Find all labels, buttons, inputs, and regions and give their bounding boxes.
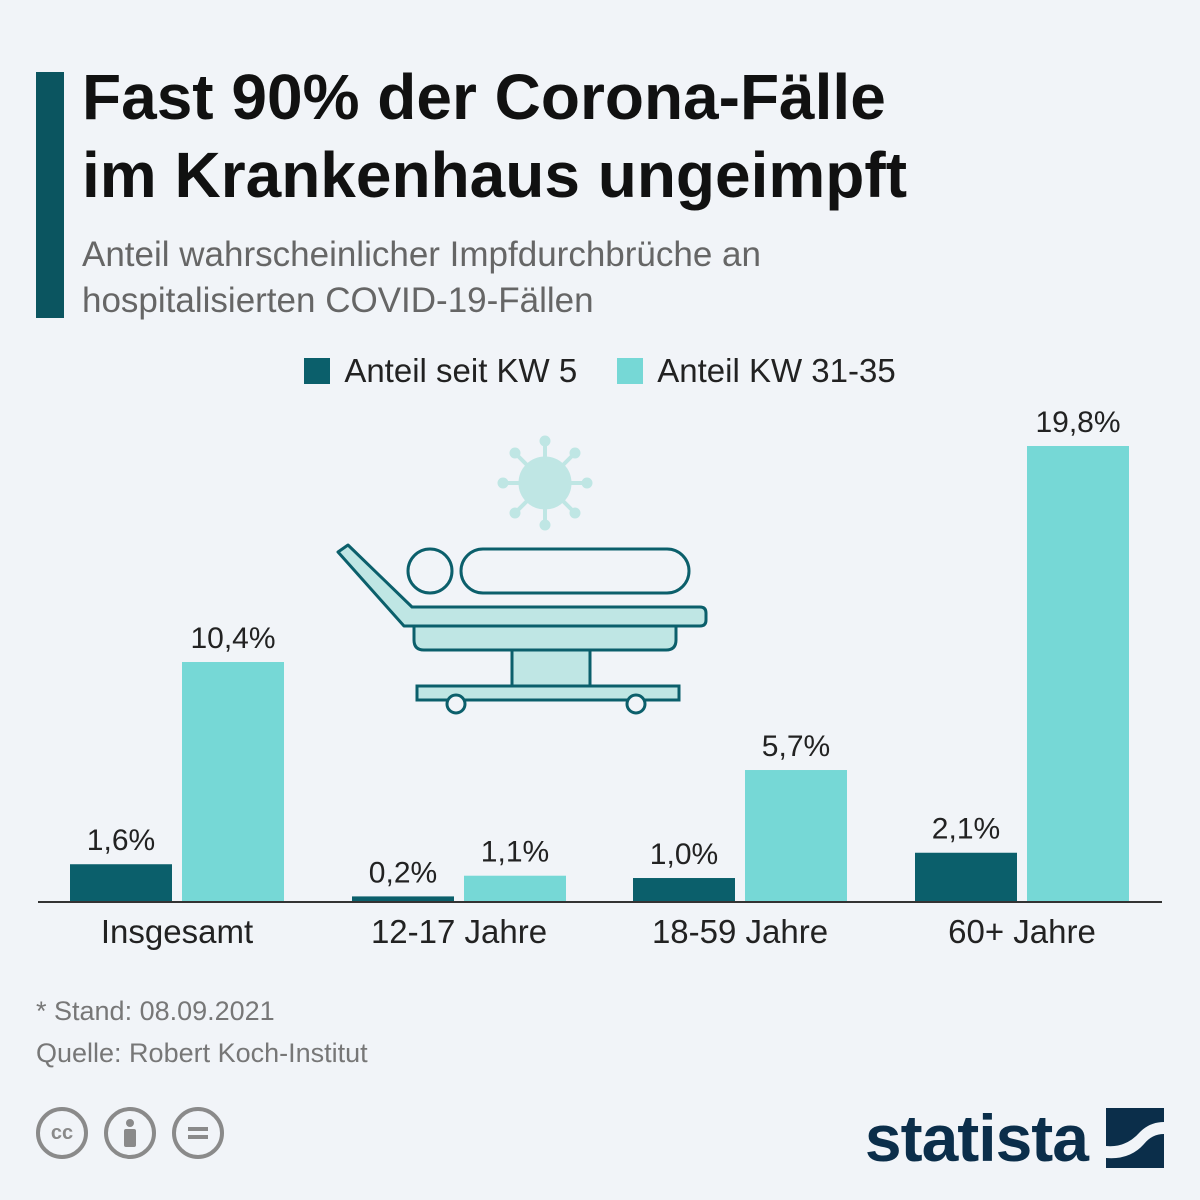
title-line-1: Fast 90% der Corona-Fälle — [82, 61, 886, 133]
legend-label-series-1: Anteil seit KW 5 — [344, 352, 578, 389]
bar-chart: 1,6% 10,4% 0,2% 1,1% 1,0% 5,7% 2,1% 19,8% Insge… — [38, 406, 1162, 950]
bar-kw31-35-2 — [464, 875, 566, 901]
legend-item-series-1: Anteil seit KW 5 — [304, 352, 577, 390]
category-labels-group: Insgesamt 12-17 Jahre 18-59 Jahre 60+ Jahre — [101, 913, 1096, 950]
value-label-seit-kw5-2: 0,2% — [369, 856, 437, 889]
bar-seit-kw5-3 — [633, 878, 735, 901]
bar-kw31-35-3 — [745, 770, 847, 901]
value-label-seit-kw5-1: 1,6% — [87, 824, 155, 857]
value-label-seit-kw5-4: 2,1% — [932, 813, 1000, 846]
value-labels-group: 1,6% 10,4% 0,2% 1,1% 1,0% 5,7% 2,1% 19,8% — [87, 406, 1121, 889]
subtitle-line-1: Anteil wahrscheinlicher Impfdurchbrüche … — [82, 235, 761, 274]
value-label-seit-kw5-3: 1,0% — [650, 838, 718, 871]
page-subtitle: Anteil wahrscheinlicher Impfdurchbrüche … — [82, 232, 1162, 324]
title-accent-bar — [36, 72, 64, 318]
subtitle-line-2: hospitalisierten COVID-19-Fällen — [82, 281, 594, 320]
statista-brand[interactable]: statista — [865, 1100, 1164, 1176]
legend-swatch-light — [617, 358, 644, 384]
value-label-kw31-35-3: 5,7% — [762, 730, 830, 763]
bar-kw31-35-1 — [182, 662, 284, 901]
chart-legend: Anteil seit KW 5 Anteil KW 31-35 — [0, 352, 1200, 390]
legend-item-series-2: Anteil KW 31-35 — [617, 352, 896, 390]
value-label-kw31-35-4: 19,8% — [1035, 406, 1120, 439]
bar-seit-kw5-1 — [70, 864, 172, 901]
title-line-2: im Krankenhaus ungeimpft — [82, 139, 907, 211]
category-label-2: 12-17 Jahre — [371, 913, 547, 950]
bar-seit-kw5-4 — [915, 852, 1017, 901]
footnote: * Stand: 08.09.2021 Quelle: Robert Koch-… — [36, 990, 368, 1074]
by-icon[interactable] — [104, 1107, 156, 1159]
stand-note: * Stand: 08.09.2021 — [36, 996, 275, 1026]
value-label-kw31-35-1: 10,4% — [190, 622, 275, 655]
bars-group — [70, 446, 1129, 901]
source-note: Quelle: Robert Koch-Institut — [36, 1038, 368, 1068]
brand-name: statista — [864, 1101, 1089, 1175]
nd-icon[interactable] — [172, 1107, 224, 1159]
category-label-1: Insgesamt — [101, 913, 253, 950]
value-label-kw31-35-2: 1,1% — [481, 836, 549, 869]
page-title: Fast 90% der Corona-Fälle im Krankenhaus… — [82, 58, 1162, 214]
cc-icon[interactable]: cc — [36, 1107, 88, 1159]
legend-swatch-dark — [304, 358, 331, 384]
hospital-bed-icon — [336, 435, 708, 715]
category-label-3: 18-59 Jahre — [652, 913, 828, 950]
virus-icon — [497, 435, 593, 531]
license-icons: cc — [36, 1107, 224, 1159]
statista-logo-icon — [1106, 1108, 1164, 1168]
legend-label-series-2: Anteil KW 31-35 — [657, 352, 896, 389]
bar-seit-kw5-2 — [352, 896, 454, 901]
category-label-4: 60+ Jahre — [948, 913, 1096, 950]
bar-kw31-35-4 — [1027, 446, 1129, 901]
